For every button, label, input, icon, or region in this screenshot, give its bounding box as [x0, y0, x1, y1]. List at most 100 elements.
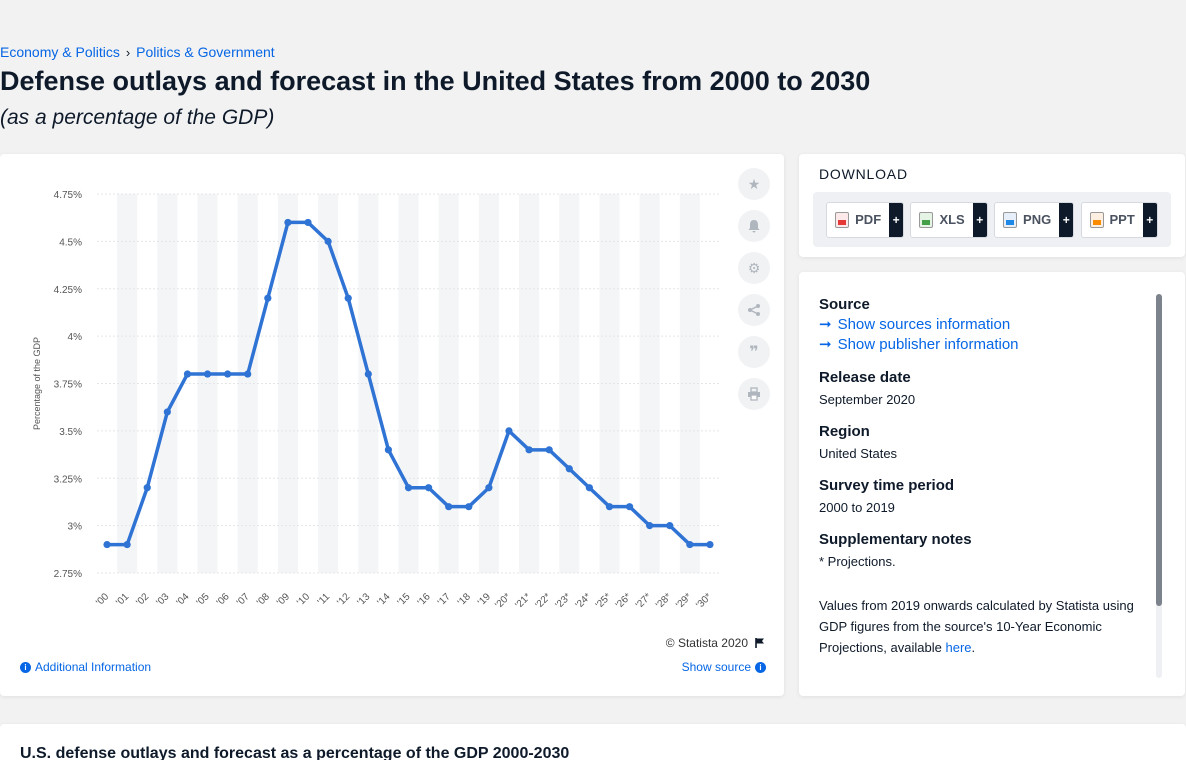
- breadcrumb-economy-politics[interactable]: Economy & Politics: [0, 44, 120, 60]
- x-tick-label: '12: [335, 591, 352, 608]
- breadcrumb-separator: ›: [125, 44, 131, 60]
- x-tick-label: '03: [154, 591, 171, 608]
- x-tick-label: '23*: [554, 591, 574, 611]
- y-tick-label: 4.5%: [59, 237, 82, 248]
- y-tick-label: 3%: [68, 522, 83, 533]
- copyright-notice: © Statista 2020: [666, 636, 766, 650]
- breadcrumb: Economy & Politics › Politics & Governme…: [0, 44, 275, 60]
- scrollbar-thumb[interactable]: [1156, 294, 1162, 606]
- star-icon[interactable]: ★: [738, 168, 770, 200]
- supplementary-paragraph-text: Values from 2019 onwards calculated by S…: [819, 598, 1134, 655]
- page-title: Defense outlays and forecast in the Unit…: [0, 66, 871, 96]
- data-point: [384, 446, 393, 454]
- breadcrumb-politics-government[interactable]: Politics & Government: [136, 44, 275, 60]
- show-publisher-label: Show publisher information: [837, 335, 1019, 353]
- plus-icon: +: [889, 202, 904, 237]
- x-tick-label: '20*: [493, 591, 513, 611]
- data-point: [344, 294, 352, 302]
- description-card: U.S. defense outlays and forecast as a p…: [0, 724, 1186, 760]
- paragraph-end: .: [971, 640, 976, 655]
- x-tick-label: '01: [114, 591, 131, 608]
- x-tick-label: '26*: [614, 591, 634, 611]
- survey-period-heading: Survey time period: [819, 477, 955, 494]
- download-title: DOWNLOAD: [819, 166, 908, 182]
- y-tick-label: 3.25%: [54, 474, 82, 485]
- data-point: [585, 484, 593, 492]
- source-heading: Source: [819, 296, 870, 313]
- additional-information-link[interactable]: i Additional Information: [20, 660, 151, 674]
- x-tick-label: '09: [275, 591, 292, 608]
- arrow-right-icon: ➞: [819, 336, 832, 353]
- x-tick-label: '28*: [654, 591, 674, 611]
- survey-period-value: 2000 to 2019: [819, 500, 895, 515]
- ppt-file-icon: [1089, 211, 1104, 228]
- data-point: [525, 446, 533, 454]
- metadata-scrollbar[interactable]: [1156, 294, 1162, 678]
- data-point: [545, 446, 553, 454]
- download-pdf-label: PDF: [855, 212, 882, 227]
- info-icon: i: [20, 661, 31, 673]
- region-heading: Region: [819, 423, 870, 440]
- y-tick-label: 4.25%: [54, 285, 82, 296]
- download-xls-label: XLS: [939, 212, 965, 227]
- bell-icon[interactable]: [738, 210, 770, 242]
- data-point: [123, 540, 131, 549]
- show-sources-link[interactable]: ➞ Show sources information: [819, 315, 1139, 334]
- arrow-right-icon: ➞: [819, 316, 832, 333]
- x-tick-label: '30*: [694, 591, 714, 611]
- x-tick-label: '29*: [674, 591, 694, 611]
- data-point: [465, 503, 473, 511]
- x-tick-label: '18: [456, 591, 473, 608]
- data-point: [404, 484, 413, 492]
- quote-icon[interactable]: ❞: [738, 336, 770, 368]
- data-point: [224, 370, 232, 378]
- download-pdf-button[interactable]: PDF +: [826, 201, 905, 238]
- show-source-link[interactable]: Show source i: [682, 660, 766, 674]
- data-point: [163, 408, 171, 416]
- download-png-button[interactable]: PNG +: [994, 201, 1075, 238]
- png-file-icon: [1003, 211, 1018, 228]
- x-tick-label: '15: [396, 591, 413, 608]
- xls-file-icon: [919, 211, 934, 228]
- data-point: [284, 218, 292, 227]
- y-tick-label: 3.75%: [54, 380, 82, 391]
- x-tick-label: '16: [416, 591, 433, 608]
- x-tick-label: '04: [175, 591, 192, 608]
- x-tick-label: '17: [436, 591, 453, 608]
- x-tick-label: '24*: [574, 591, 594, 611]
- supplementary-notes-heading: Supplementary notes: [819, 531, 972, 548]
- release-date-heading: Release date: [819, 369, 911, 386]
- plus-icon: +: [1059, 202, 1074, 237]
- data-point: [143, 484, 151, 492]
- data-point: [666, 522, 674, 530]
- data-point: [103, 540, 111, 549]
- data-point: [485, 484, 493, 492]
- x-tick-label: '13: [355, 591, 372, 608]
- download-png-label: PNG: [1023, 212, 1052, 227]
- data-point: [244, 370, 252, 378]
- x-tick-label: '19: [476, 591, 493, 608]
- y-tick-label: 4%: [68, 332, 83, 343]
- download-ppt-button[interactable]: PPT +: [1080, 201, 1158, 238]
- info-icon: i: [755, 661, 766, 673]
- x-tick-label: '10: [295, 591, 312, 608]
- metadata-card: Source ➞ Show sources information ➞ Show…: [799, 272, 1185, 696]
- x-tick-label: '11: [316, 591, 333, 608]
- plus-icon: +: [972, 202, 987, 237]
- y-axis-title: Percentage of the GDP: [32, 337, 42, 430]
- here-link[interactable]: here: [945, 640, 972, 655]
- data-point: [706, 540, 714, 549]
- show-publisher-link[interactable]: ➞ Show publisher information: [819, 335, 1139, 354]
- x-tick-label: '08: [255, 591, 272, 608]
- x-tick-label: '25*: [594, 591, 614, 611]
- print-icon[interactable]: [738, 378, 770, 410]
- share-icon[interactable]: [738, 294, 770, 326]
- download-buttons: PDF + XLS + PNG + PPT +: [813, 192, 1171, 247]
- y-tick-label: 2.75%: [54, 569, 82, 580]
- download-xls-button[interactable]: XLS +: [910, 201, 988, 238]
- gear-icon[interactable]: ⚙: [738, 252, 770, 284]
- data-point: [646, 522, 654, 530]
- flag-icon[interactable]: [754, 637, 766, 649]
- release-date-value: September 2020: [819, 392, 916, 407]
- supplementary-paragraph: Values from 2019 onwards calculated by S…: [819, 595, 1139, 658]
